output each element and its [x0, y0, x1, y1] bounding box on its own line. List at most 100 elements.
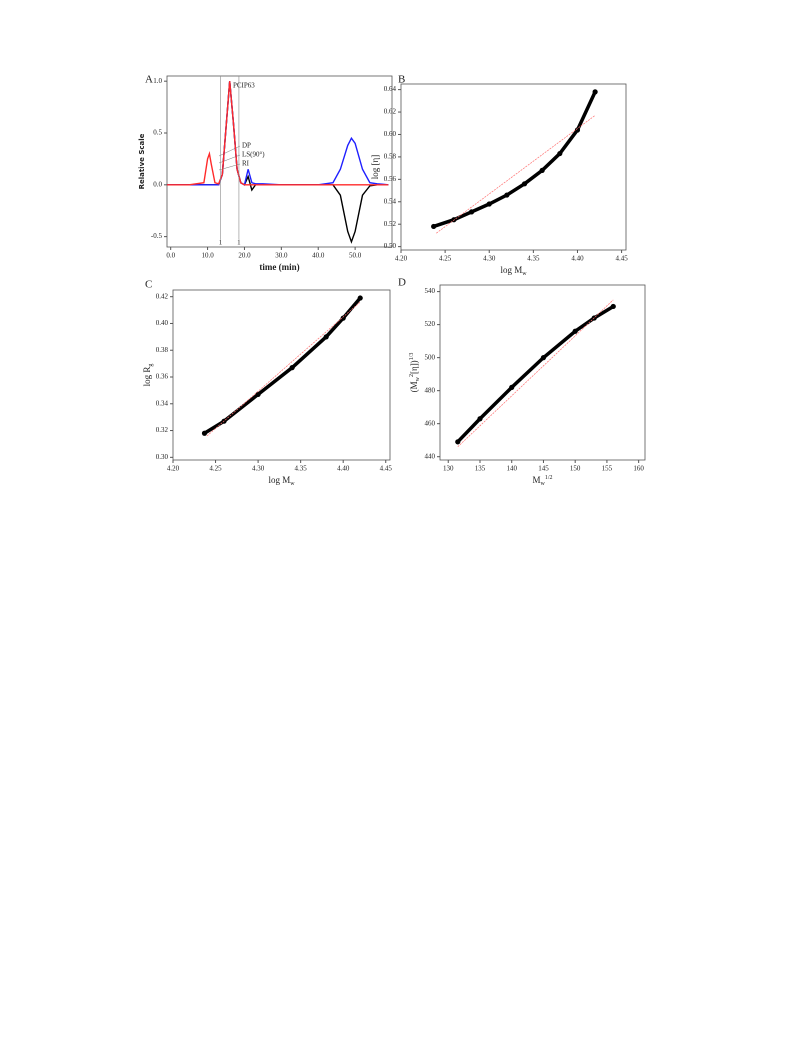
x-tick-label: 4.20: [167, 465, 180, 473]
point: [521, 181, 528, 187]
y-tick-label: 0.36: [156, 373, 169, 381]
y-tick-label: 0.50: [384, 242, 397, 250]
y-tick-label: 0.40: [156, 319, 169, 327]
leader-line: [218, 145, 241, 157]
x-tick-label: 4.45: [380, 465, 393, 473]
x-tick-label: 4.45: [615, 255, 628, 263]
y-tick-label: 0.32: [156, 426, 169, 434]
axis-label: time (min): [259, 262, 299, 272]
y-tick-label: 0.54: [384, 197, 397, 205]
x-tick-label: 4.40: [571, 255, 584, 263]
point-trace: [456, 304, 615, 444]
panel-letter: B: [398, 74, 405, 86]
axis-label-part: w: [522, 271, 527, 277]
y-tick-label: 520: [425, 320, 436, 328]
axis-label-part: w: [415, 376, 421, 381]
y-tick-label: 480: [425, 386, 436, 394]
point: [431, 223, 437, 230]
fit-line: [457, 299, 614, 448]
axis-label-part: (M: [409, 381, 419, 392]
point: [340, 315, 346, 321]
plot-frame: [400, 83, 627, 251]
x-tick-label: 135: [475, 465, 486, 473]
y-tick-label: 0.60: [384, 130, 397, 138]
axis-label-part: Relative Scale: [138, 133, 146, 189]
x-tick-label: 30.0: [275, 252, 288, 260]
point: [255, 391, 261, 398]
series-line: [167, 81, 389, 186]
point: [557, 150, 563, 157]
axis-label: log Mw: [268, 475, 295, 487]
series-line: [167, 81, 389, 186]
point: [289, 365, 295, 371]
axis-label-part: g: [148, 364, 154, 367]
axis-label-part: log M: [268, 475, 290, 485]
y-tick-label: 0.30: [156, 453, 169, 461]
y-tick-label: 0.56: [384, 175, 397, 183]
marker-label: 1: [237, 239, 241, 247]
x-tick-label: 150: [570, 465, 581, 473]
x-tick-label: 140: [506, 465, 517, 473]
point: [201, 430, 208, 436]
x-tick-label: 4.30: [252, 465, 265, 473]
annotation: PCIP63: [233, 82, 255, 90]
x-tick-label: 145: [538, 465, 549, 473]
axis-label: Relative Scale: [138, 133, 146, 189]
point: [477, 416, 483, 422]
point: [504, 192, 510, 198]
axis-label: log Rg: [142, 364, 154, 387]
x-tick-label: 4.25: [439, 255, 452, 263]
y-tick-label: 0.5: [153, 129, 162, 137]
x-tick-label: 40.0: [312, 252, 325, 260]
axis-label: (Mw2[η])1/3: [409, 353, 421, 393]
point: [574, 127, 581, 133]
point: [323, 334, 329, 340]
x-tick-label: 130: [443, 465, 454, 473]
axis-label-part: w: [290, 481, 295, 487]
y-tick-label: 0.34: [156, 399, 169, 407]
axis-label: log [η]: [370, 155, 380, 179]
series-label: LS(90°): [242, 151, 265, 159]
x-tick-label: 4.35: [527, 255, 540, 263]
point: [509, 384, 515, 390]
x-tick-label: 10.0: [201, 252, 214, 260]
axis-label-part: log M: [500, 265, 522, 275]
point: [455, 439, 461, 445]
axis-label-part: w: [541, 481, 546, 487]
series-line: [167, 81, 389, 244]
panel-letter: A: [145, 74, 153, 86]
x-tick-label: 0.0: [166, 252, 175, 260]
point: [592, 89, 598, 95]
x-tick-label: 155: [602, 465, 613, 473]
axis-label-part: log [η]: [370, 155, 380, 179]
point-trace: [203, 296, 362, 435]
x-tick-label: 4.30: [483, 255, 496, 263]
axis-label-part: time (min): [259, 262, 299, 272]
axis-label-part: [η]): [409, 360, 419, 374]
axis-label-part: M: [532, 475, 540, 485]
y-tick-label: 540: [425, 287, 436, 295]
x-tick-label: 160: [633, 465, 644, 473]
point: [572, 328, 578, 334]
point: [486, 201, 492, 207]
y-tick-label: 0.0: [153, 180, 162, 188]
x-tick-label: 4.20: [395, 255, 408, 263]
marker-label: 1: [219, 239, 223, 247]
leader-line: [218, 163, 241, 171]
fit-line: [206, 301, 361, 437]
y-tick-label: -0.5: [151, 232, 163, 240]
axis-label: Mw1/2: [532, 475, 552, 487]
point: [357, 295, 363, 301]
axis-label-part: 1/2: [545, 475, 553, 481]
axis-label-part: 2: [409, 374, 415, 377]
y-tick-label: 440: [425, 452, 436, 460]
panel-letter: D: [398, 277, 406, 289]
y-tick-label: 0.62: [384, 108, 397, 116]
y-tick-label: 0.64: [384, 85, 397, 93]
y-tick-label: 0.42: [156, 292, 169, 300]
point-trace: [433, 91, 597, 229]
y-tick-label: 1.0: [153, 77, 162, 85]
y-tick-label: 500: [425, 353, 436, 361]
point: [540, 355, 547, 361]
x-tick-label: 4.25: [209, 465, 222, 473]
